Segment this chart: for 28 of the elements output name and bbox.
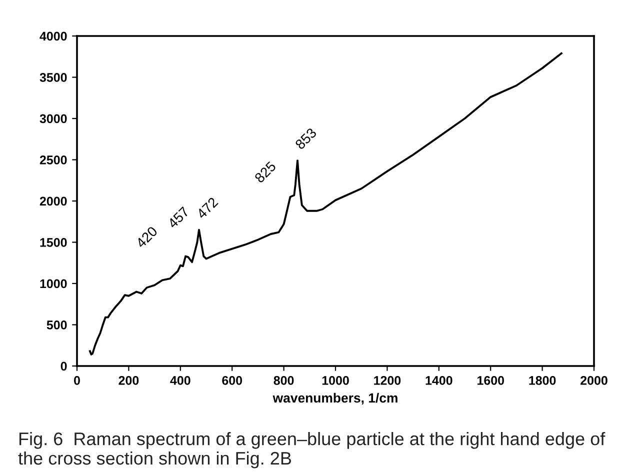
y-tick-label: 4000 bbox=[40, 32, 67, 41]
y-tick-label: 2000 bbox=[40, 196, 67, 206]
caption: Fig. 6 Raman spectrum of a green–blue particle at the right hand edge of the cross section shown in Fig. 2B bbox=[18, 432, 606, 468]
x-tick-label: 1000 bbox=[322, 376, 349, 385]
x-tick-label: 1800 bbox=[529, 376, 556, 385]
x-tick-label: 2000 bbox=[580, 376, 608, 385]
x-tick-label: 1400 bbox=[426, 376, 452, 385]
x-tick-label: 0 bbox=[74, 376, 80, 385]
annotation: 825 bbox=[254, 160, 277, 184]
y-tick-label: 1500 bbox=[40, 238, 67, 247]
y-tick-label: 2500 bbox=[40, 156, 67, 164]
annotation: 420 bbox=[135, 226, 158, 249]
x-tick-label: 400 bbox=[170, 376, 190, 385]
line-series bbox=[88, 52, 562, 356]
y-tick-label: 3000 bbox=[40, 114, 67, 124]
y-tick-label: 500 bbox=[46, 320, 67, 330]
x-axis-title: wavenumbers, 1/cm bbox=[272, 392, 398, 405]
x-tick-label: 600 bbox=[222, 376, 242, 385]
annotation: 853 bbox=[294, 127, 318, 150]
x-tick-label: 800 bbox=[274, 376, 294, 385]
y-tick-label: 3500 bbox=[40, 73, 67, 82]
x-tick-label: 1600 bbox=[477, 376, 504, 385]
annotation: 457 bbox=[167, 206, 190, 229]
annotation: 472 bbox=[196, 196, 218, 220]
y-tick-label: 1000 bbox=[40, 279, 67, 288]
x-tick-label: 1200 bbox=[374, 376, 401, 385]
x-tick-label: 200 bbox=[118, 376, 139, 385]
y-tick-label: 0 bbox=[60, 362, 67, 371]
